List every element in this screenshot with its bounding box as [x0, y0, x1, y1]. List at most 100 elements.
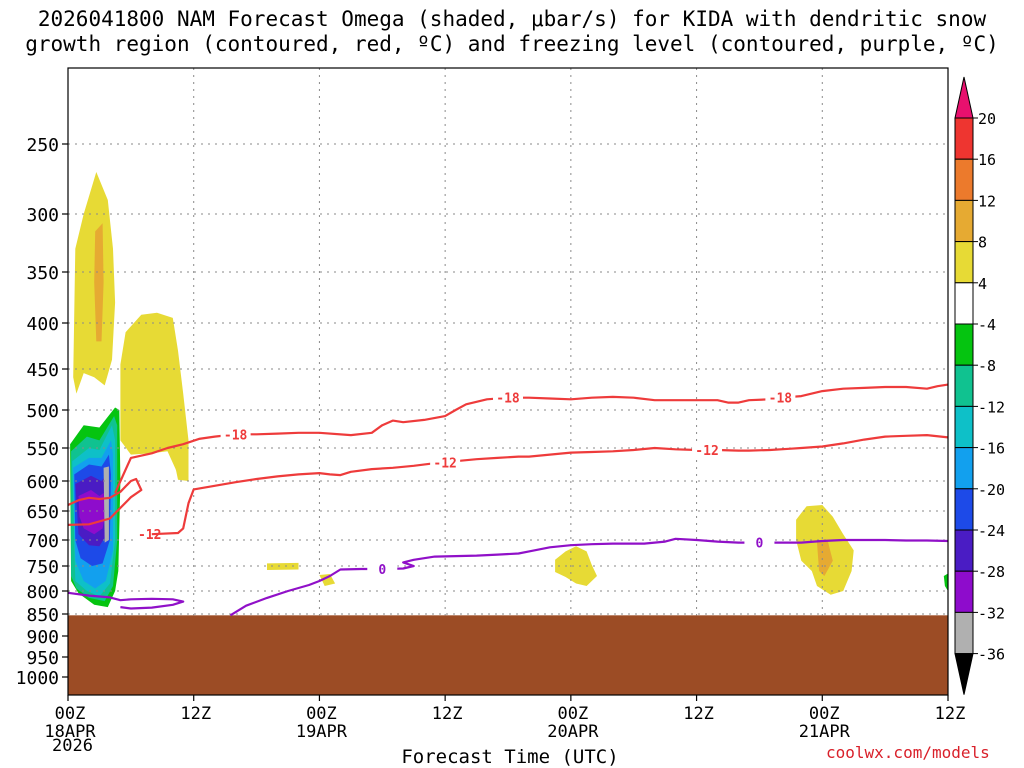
y-tick-label: 1000 [16, 668, 59, 689]
omega-blob-19apr-a [267, 562, 299, 570]
x-tick-label-time: 00Z [557, 704, 588, 724]
colorbar-segment [954, 323, 974, 366]
x-tick-label-date: 19APR [296, 722, 348, 742]
colorbar-bottom-arrow [954, 653, 974, 695]
omega-blob-19apr-b [319, 574, 336, 586]
x-tick-label-time: 00Z [306, 704, 337, 724]
colorbar-segment [954, 447, 974, 490]
contour-label-bg [430, 454, 461, 470]
plot-frame [67, 67, 949, 696]
colorbar-label: -12 [978, 398, 1005, 416]
omega-blob-edge-negative [943, 573, 948, 591]
contour-line-0b [229, 537, 949, 617]
y-tick-label: 450 [26, 360, 59, 381]
y-tick-label: 600 [26, 472, 59, 493]
contour-label-0b: 0 [378, 563, 386, 578]
contour-label-bg [493, 389, 523, 405]
contour-label-bg [220, 426, 251, 442]
omega-blob-neg-7 [78, 490, 106, 535]
y-tick-label: 350 [26, 263, 59, 284]
y-tick-label: 750 [26, 557, 59, 578]
contour-lines: -18 -18 -18 -12 -12 -12 0 0 [67, 383, 949, 617]
colorbar-segment [954, 241, 974, 284]
contour-label-bg [765, 389, 796, 405]
colorbar-label: -24 [978, 522, 1005, 540]
omega-blob-upper-core [94, 223, 104, 342]
terrain-layer [68, 615, 948, 695]
colorbar-segment [954, 611, 974, 655]
x-tick-label-time: 12Z [683, 704, 714, 724]
contour-line-0 [67, 591, 185, 610]
contour-label--12b: -12 [433, 457, 456, 472]
colorbar-segment [954, 282, 974, 325]
x-tick-label-date: 18APR [44, 722, 96, 742]
contour-label--12: -12 [138, 528, 161, 543]
omega-blob-mid-positive [120, 312, 189, 481]
colorbar-segment [954, 117, 974, 160]
colorbar-label: 4 [978, 275, 987, 293]
omega-blob-mid-lower [172, 451, 189, 481]
contour-line--12 [67, 477, 143, 526]
credit-link[interactable]: coolwx.com/models [826, 743, 990, 762]
omega-blob-20apr [555, 546, 597, 586]
colorbar-label: -4 [978, 316, 996, 334]
colorbar-segment [954, 158, 974, 201]
y-tick-label: 950 [26, 648, 59, 669]
start-year-label: 2026 [52, 736, 93, 756]
colorbar-segment [954, 405, 974, 449]
colorbar-segment [954, 488, 974, 531]
x-tick-label-time: 12Z [935, 704, 966, 724]
contour-label--12b: -12 [695, 444, 718, 459]
colorbar-label: -16 [978, 440, 1005, 458]
colorbar-label: 12 [978, 192, 996, 210]
y-tick-label: 500 [26, 401, 59, 422]
grid-lines [68, 68, 948, 616]
colorbar-label: 20 [978, 110, 996, 128]
contour-label--18: -18 [224, 428, 248, 443]
colorbar-label: -8 [978, 357, 996, 375]
colorbar-segment [954, 199, 974, 243]
colorbar-segment [954, 364, 974, 407]
colorbar-label: -28 [978, 563, 1005, 581]
x-tick-label-time: 00Z [55, 704, 86, 724]
contour-label-0b: 0 [756, 537, 764, 552]
contour-label--18: -18 [769, 392, 793, 407]
contour-label-bg [134, 526, 165, 542]
y-tick-label: 650 [26, 502, 59, 523]
colorbar-top-arrow [954, 76, 974, 119]
x-tick-label-time: 12Z [432, 704, 463, 724]
omega-shading [70, 172, 948, 608]
terrain-fill [68, 615, 948, 695]
omega-blob-upper-positive [73, 172, 116, 394]
x-tick-label-date: 20APR [547, 722, 599, 742]
colorbar-segment [954, 570, 974, 613]
x-tick-label-time: 00Z [809, 704, 840, 724]
y-tick-label: 850 [26, 605, 59, 626]
colorbar-segment [954, 529, 974, 572]
y-tick-label: 250 [26, 135, 59, 156]
y-tick-label: 400 [26, 314, 59, 335]
colorbar-label: -36 [978, 646, 1005, 664]
y-tick-label: 550 [26, 439, 59, 460]
colorbar-label: 16 [978, 151, 996, 169]
contour-label-bg [744, 534, 775, 550]
y-tick-label: 900 [26, 627, 59, 648]
chart-title-line1: 2026041800 NAM Forecast Omega (shaded, μ… [37, 7, 987, 31]
omega-blob-21apr-core [817, 540, 833, 576]
x-axis-title: Forecast Time (UTC) [401, 746, 619, 768]
contour-label-bg [367, 561, 398, 576]
colorbar-label: -32 [978, 604, 1005, 622]
y-tick-label: 800 [26, 582, 59, 603]
colorbar: 20 16 12 8 4 -4 -8 -12 -16 -20 -24 -28 -32 -36 [954, 76, 1005, 695]
y-tick-label: 300 [26, 205, 59, 226]
omega-blob-neg-core [103, 466, 109, 543]
contour-label--18: -18 [496, 392, 520, 407]
x-tick-label-time: 12Z [180, 704, 211, 724]
y-tick-label: 700 [26, 531, 59, 552]
y-axis: 2503003504004505005506006507007508008509… [16, 135, 68, 689]
contour-label-bg [692, 441, 723, 457]
colorbar-label: -20 [978, 481, 1005, 499]
contour-line--12b [151, 434, 949, 536]
